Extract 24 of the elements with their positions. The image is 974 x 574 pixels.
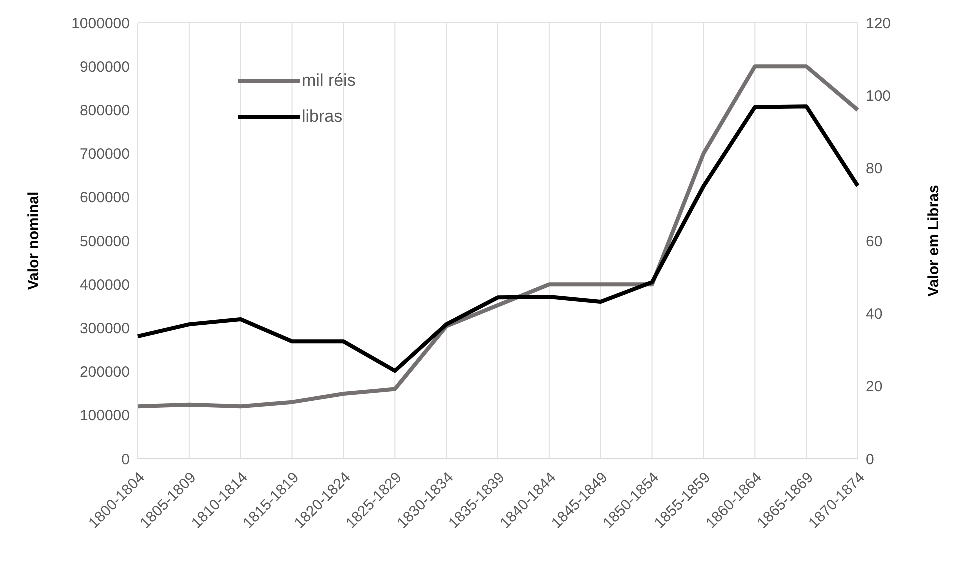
y2-tick-label: 100 — [866, 88, 892, 105]
y-tick-label: 100000 — [80, 408, 130, 425]
y-tick-label: 500000 — [80, 233, 130, 250]
y2-tick-label: 60 — [866, 233, 883, 250]
legend-label: mil réis — [302, 71, 356, 91]
y-tick-label: 700000 — [80, 146, 130, 164]
legend-label: libras — [302, 107, 343, 127]
y-tick-label: 600000 — [80, 190, 130, 207]
y-axis-title: Valor nominal — [25, 192, 42, 290]
y-tick-label: 0 — [122, 451, 130, 468]
y-tick-label: 400000 — [80, 276, 130, 294]
y2-tick-label: 120 — [866, 15, 892, 32]
y-tick-label: 800000 — [80, 102, 130, 120]
y-tick-label: 200000 — [80, 364, 130, 382]
line-series — [136, 104, 860, 374]
y-tick-label: 300000 — [80, 320, 130, 338]
y2-tick-label: 20 — [866, 378, 883, 396]
y2-axis-title: Valor em Libras — [925, 185, 942, 297]
y2-tick-label: 40 — [866, 306, 883, 323]
y-tick-label: 1000000 — [72, 15, 130, 32]
y2-tick-label: 80 — [866, 160, 883, 178]
y-tick-label: 900000 — [80, 58, 130, 76]
line-series — [136, 64, 860, 409]
y2-tick-label: 0 — [866, 451, 874, 468]
